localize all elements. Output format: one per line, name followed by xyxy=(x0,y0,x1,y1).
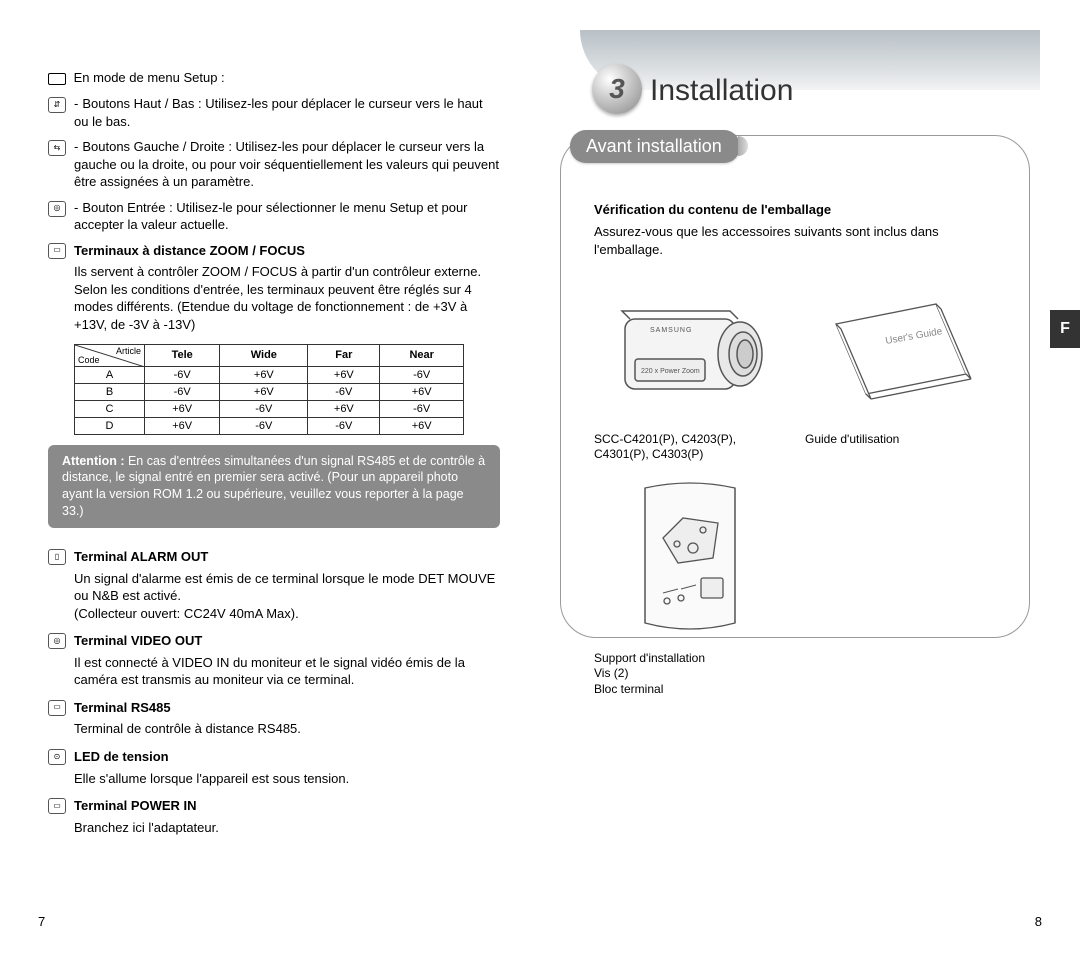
page-number: 7 xyxy=(38,914,45,929)
package-item-camera: 220 x Power Zoom SAMSUNG SCC-C4201(P), C… xyxy=(594,284,785,463)
chapter-title: Installation xyxy=(650,74,793,108)
terminal-block: ▭ Terminal RS485 Terminal de contrôle à … xyxy=(48,699,500,738)
right-content: 3 Installation Avant installation Vérifi… xyxy=(540,0,1080,698)
alarm-icon: ▯ xyxy=(48,549,66,565)
terminal-block: ▯ Terminal ALARM OUT Un signal d'alarme … xyxy=(48,548,500,622)
th: Near xyxy=(380,344,464,366)
terminal-text: Terminal de contrôle à distance RS485. xyxy=(74,720,500,738)
button-desc: Boutons Gauche / Droite : Utilisez-les p… xyxy=(74,139,499,189)
svg-text:220 x Power Zoom: 220 x Power Zoom xyxy=(641,368,700,375)
pointer-icon xyxy=(48,73,66,85)
table-row: A-6V+6V+6V-6V xyxy=(75,366,464,383)
page-number: 8 xyxy=(1035,914,1042,929)
terminal-title: Terminal POWER IN xyxy=(74,798,197,813)
setup-mode-text: En mode de menu Setup : xyxy=(74,70,225,85)
setup-mode-line: En mode de menu Setup : xyxy=(48,70,500,85)
attention-text: En cas d'entrées simultanées d'un signal… xyxy=(62,454,485,519)
chapter-number-circle: 3 xyxy=(592,64,642,114)
terminal-title: LED de tension xyxy=(74,749,169,764)
camera-icon: 220 x Power Zoom SAMSUNG xyxy=(595,284,785,424)
button-desc: Boutons Haut / Bas : Utilisez-les pour d… xyxy=(74,96,483,129)
terminal-title: Terminal RS485 xyxy=(74,700,171,715)
banner-bg xyxy=(580,30,1040,90)
list-item: ⇆ -Boutons Gauche / Droite : Utilisez-le… xyxy=(48,138,500,191)
verification-text: Assurez-vous que les accessoires suivant… xyxy=(594,223,996,259)
terminal-block: ⊙ LED de tension Elle s'allume lorsque l… xyxy=(48,748,500,787)
language-tab: F xyxy=(1050,310,1080,348)
zoom-focus-title: Terminaux à distance ZOOM / FOCUS xyxy=(74,243,305,258)
terminal-title: Terminal ALARM OUT xyxy=(74,549,208,564)
power-icon: ▭ xyxy=(48,798,66,814)
item-caption: Support d'installation Vis (2) Bloc term… xyxy=(594,651,785,698)
language-tab-label: F xyxy=(1060,320,1070,338)
terminal-text: Branchez ici l'adaptateur. xyxy=(74,819,500,837)
setup-buttons-list: ⇵ -Boutons Haut / Bas : Utilisez-les pou… xyxy=(48,95,500,234)
table-row: B-6V+6V-6V+6V xyxy=(75,383,464,400)
attention-label: Attention : xyxy=(62,454,124,468)
terminal-block: ▭ Terminal POWER IN Branchez ici l'adapt… xyxy=(48,797,500,836)
list-item: ◎ -Bouton Entrée : Utilisez-le pour séle… xyxy=(48,199,500,234)
th: Wide xyxy=(220,344,308,366)
item-caption: SCC-C4201(P), C4203(P), C4301(P), C4303(… xyxy=(594,432,785,463)
terminal-block: ◎ Terminal VIDEO OUT Il est connecté à V… xyxy=(48,632,500,689)
terminal-text: Il est connecté à VIDEO IN du moniteur e… xyxy=(74,654,500,689)
zoom-focus-text: Ils servent à contrôler ZOOM / FOCUS à p… xyxy=(74,263,500,333)
th: Tele xyxy=(145,344,220,366)
zoom-focus-block: ▭ Terminaux à distance ZOOM / FOCUS Ils … xyxy=(48,242,500,334)
section-title: Avant installation xyxy=(586,136,722,156)
diag-header: Article Code xyxy=(75,344,145,366)
verification-title: Vérification du contenu de l'emballage xyxy=(594,201,996,219)
svg-text:SAMSUNG: SAMSUNG xyxy=(650,327,692,334)
table-row: C+6V-6V+6V-6V xyxy=(75,400,464,417)
package-items-grid: 220 x Power Zoom SAMSUNG SCC-C4201(P), C… xyxy=(594,284,996,698)
updown-icon: ⇵ xyxy=(48,97,66,113)
section-pill: Avant installation xyxy=(570,130,740,163)
bracket-icon xyxy=(615,473,765,643)
chapter-banner: 3 Installation xyxy=(580,30,1010,120)
table-row: D+6V-6V-6V+6V xyxy=(75,417,464,434)
terminal-text: Un signal d'alarme est émis de ce termin… xyxy=(74,570,500,623)
attention-box: Attention : En cas d'entrées simultanées… xyxy=(48,445,500,529)
leftright-icon: ⇆ xyxy=(48,140,66,156)
chapter-number: 3 xyxy=(609,73,625,105)
terminal-title: Terminal VIDEO OUT xyxy=(74,633,202,648)
enter-icon: ◎ xyxy=(48,201,66,217)
terminal-text: Elle s'allume lorsque l'appareil est sou… xyxy=(74,770,500,788)
rs485-icon: ▭ xyxy=(48,700,66,716)
page-right: 3 Installation Avant installation Vérifi… xyxy=(540,0,1080,959)
list-item: ⇵ -Boutons Haut / Bas : Utilisez-les pou… xyxy=(48,95,500,130)
guide-icon: User's Guide xyxy=(816,284,986,424)
right-inner: Vérification du contenu de l'emballage A… xyxy=(580,181,1010,698)
led-icon: ⊙ xyxy=(48,749,66,765)
package-item-guide: User's Guide Guide d'utilisation xyxy=(805,284,996,463)
page-left: En mode de menu Setup : ⇵ -Boutons Haut … xyxy=(0,0,540,959)
voltage-table: Article Code Tele Wide Far Near A-6V+6V+… xyxy=(74,344,464,435)
terminal-icon: ▭ xyxy=(48,243,66,259)
package-item-bracket: Support d'installation Vis (2) Bloc term… xyxy=(594,473,785,698)
video-icon: ◎ xyxy=(48,633,66,649)
left-content: En mode de menu Setup : ⇵ -Boutons Haut … xyxy=(0,0,540,836)
item-caption: Guide d'utilisation xyxy=(805,432,996,448)
button-desc: Bouton Entrée : Utilisez-le pour sélecti… xyxy=(74,200,468,233)
th: Far xyxy=(308,344,380,366)
